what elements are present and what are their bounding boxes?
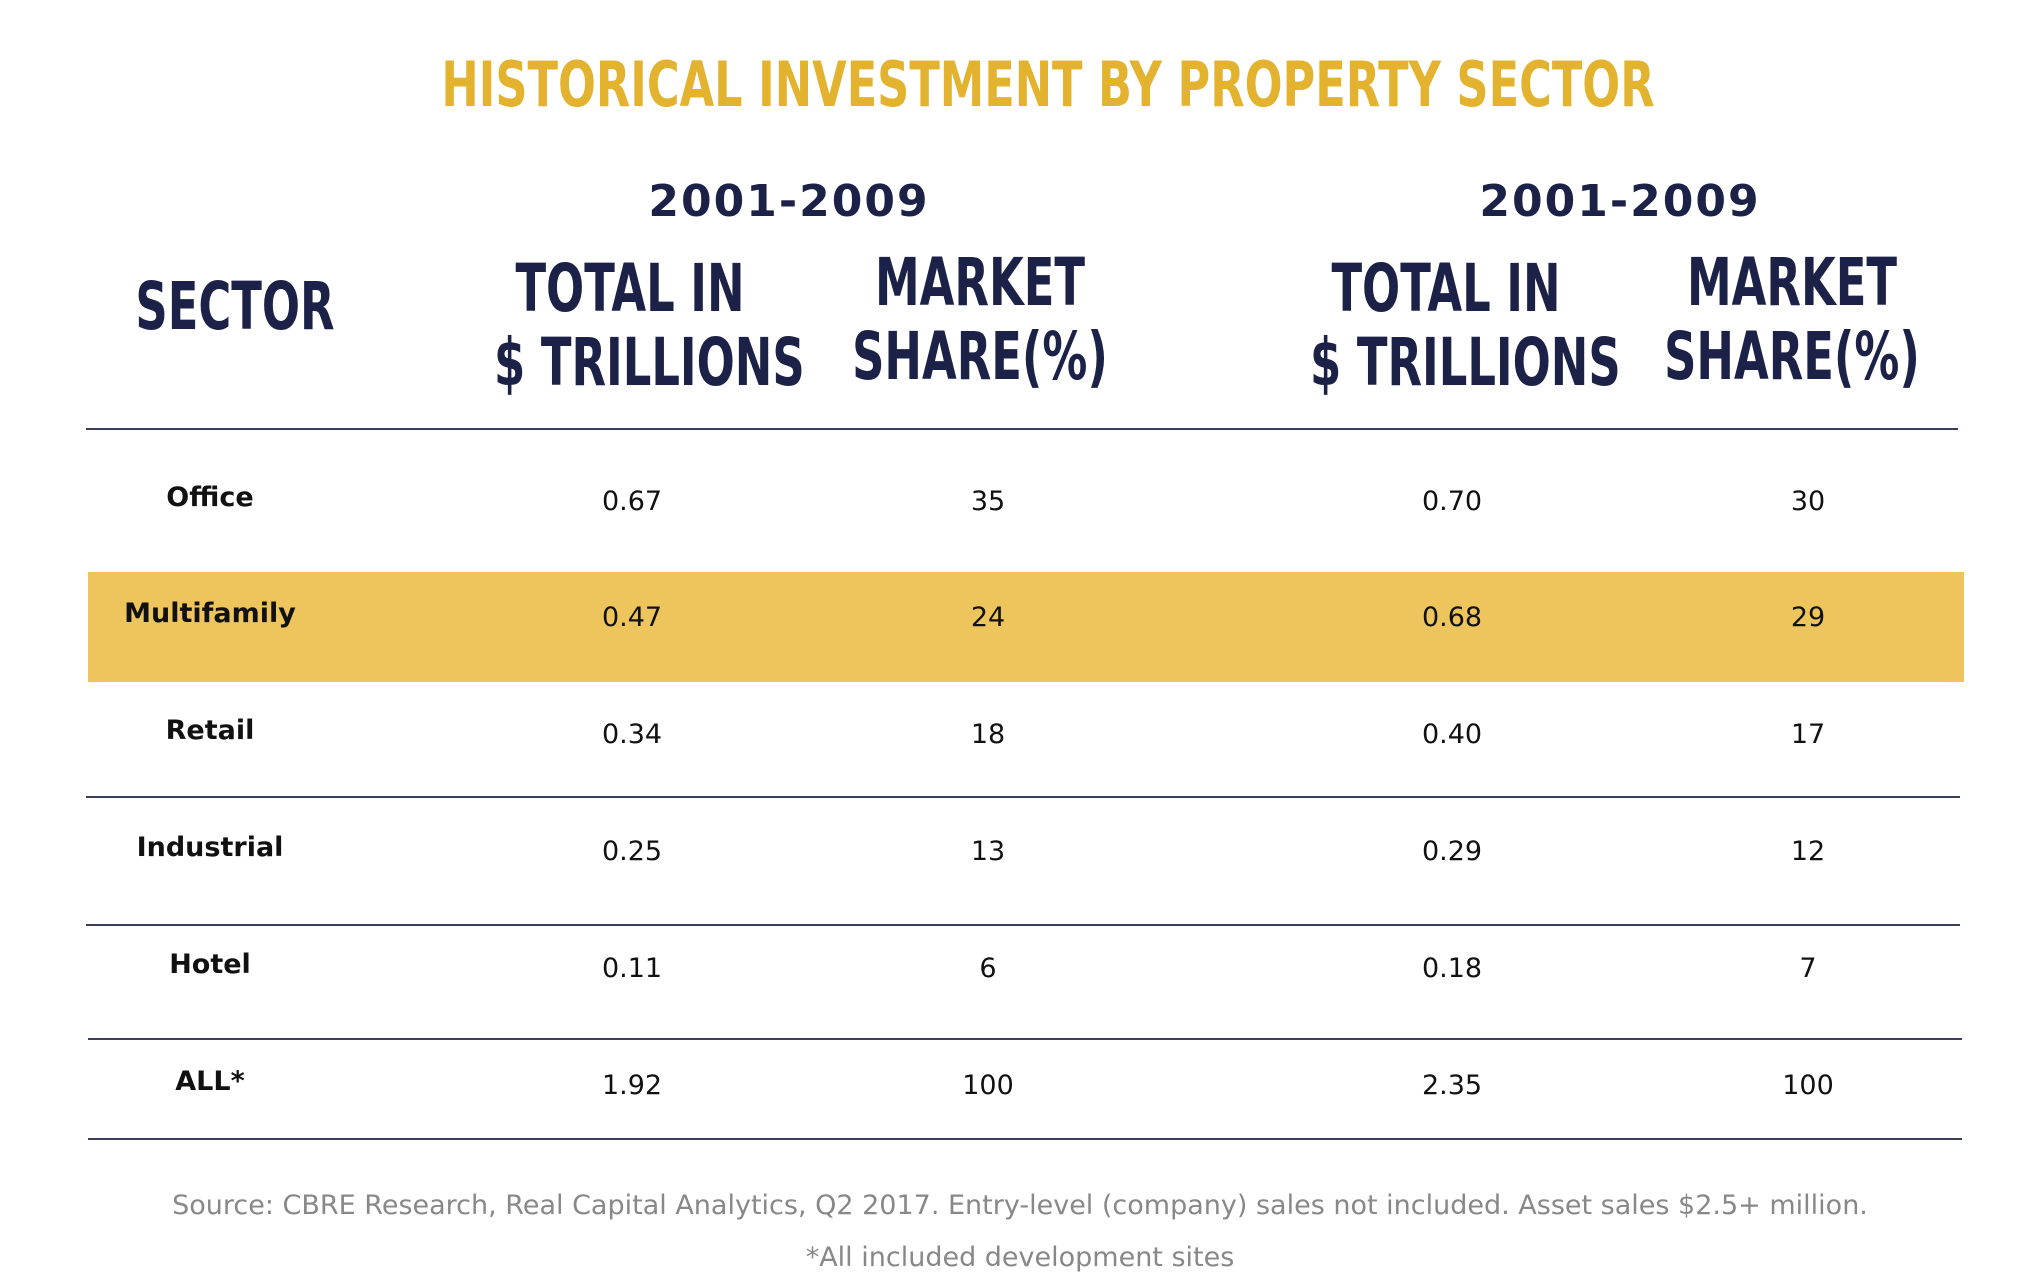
cell-total2-all: 2.35 bbox=[1421, 1070, 1483, 1101]
period-label-left: 2001-2009 bbox=[648, 176, 930, 227]
cell-share1-office: 35 bbox=[970, 486, 1006, 517]
header-share-left-line1: MARKET bbox=[874, 244, 1085, 321]
highlighted-row-background bbox=[88, 572, 1964, 682]
header-total-right-line1: TOTAL IN bbox=[1331, 250, 1561, 327]
cell-share2-multifamily: 29 bbox=[1790, 602, 1826, 633]
period-label-right: 2001-2009 bbox=[1479, 176, 1761, 227]
cell-total2-hotel: 0.18 bbox=[1421, 953, 1483, 984]
row-divider-retail-industrial bbox=[86, 796, 1960, 798]
cell-sector-office: Office bbox=[166, 482, 254, 513]
row-divider-hotel-all bbox=[88, 1038, 1962, 1040]
cell-total1-hotel: 0.11 bbox=[601, 953, 663, 984]
header-share-left: MARKET SHARE(%) bbox=[844, 246, 1116, 394]
cell-share1-retail: 18 bbox=[970, 719, 1006, 750]
header-total-right: TOTAL IN $ TRILLIONS bbox=[1310, 250, 1621, 401]
cell-total1-retail: 0.34 bbox=[601, 719, 663, 750]
header-sector: SECTOR bbox=[135, 268, 335, 345]
header-share-right-line2: SHARE(%) bbox=[1664, 318, 1920, 395]
cell-total2-multifamily: 0.68 bbox=[1421, 602, 1483, 633]
cell-total2-office: 0.70 bbox=[1421, 486, 1483, 517]
cell-sector-multifamily: Multifamily bbox=[124, 598, 296, 629]
header-total-left-line2: $ TRILLIONS bbox=[494, 324, 805, 401]
cell-share2-all: 100 bbox=[1782, 1070, 1834, 1101]
source-note: Source: CBRE Research, Real Capital Anal… bbox=[172, 1190, 1868, 1221]
header-share-left-line2: SHARE(%) bbox=[852, 318, 1108, 395]
cell-sector-hotel: Hotel bbox=[169, 949, 251, 980]
cell-share1-multifamily: 24 bbox=[970, 602, 1006, 633]
cell-share2-industrial: 12 bbox=[1790, 836, 1826, 867]
header-rule bbox=[86, 428, 1958, 430]
header-total-left-line1: TOTAL IN bbox=[515, 250, 745, 327]
cell-total1-office: 0.67 bbox=[601, 486, 663, 517]
footnote: *All included development sites bbox=[805, 1242, 1235, 1273]
cell-total1-industrial: 0.25 bbox=[601, 836, 663, 867]
header-total-right-line2: $ TRILLIONS bbox=[1310, 324, 1621, 401]
table-bottom-rule bbox=[88, 1138, 1962, 1140]
header-share-right-line1: MARKET bbox=[1686, 244, 1897, 321]
cell-share1-industrial: 13 bbox=[970, 836, 1006, 867]
chart-title: HISTORICAL INVESTMENT BY PROPERTY SECTOR bbox=[441, 48, 1655, 121]
header-total-left: TOTAL IN $ TRILLIONS bbox=[494, 250, 805, 401]
cell-total2-retail: 0.40 bbox=[1421, 719, 1483, 750]
cell-share2-retail: 17 bbox=[1790, 719, 1826, 750]
row-divider-industrial-hotel bbox=[86, 924, 1960, 926]
cell-sector-industrial: Industrial bbox=[136, 832, 284, 863]
cell-share1-hotel: 6 bbox=[979, 953, 997, 984]
cell-sector-retail: Retail bbox=[165, 715, 255, 746]
cell-total2-industrial: 0.29 bbox=[1421, 836, 1483, 867]
cell-total1-multifamily: 0.47 bbox=[601, 602, 663, 633]
cell-sector-all: ALL* bbox=[175, 1066, 245, 1097]
header-share-right: MARKET SHARE(%) bbox=[1656, 246, 1928, 394]
cell-total1-all: 1.92 bbox=[601, 1070, 663, 1101]
cell-share2-office: 30 bbox=[1790, 486, 1826, 517]
cell-share2-hotel: 7 bbox=[1799, 953, 1817, 984]
cell-share1-all: 100 bbox=[962, 1070, 1014, 1101]
